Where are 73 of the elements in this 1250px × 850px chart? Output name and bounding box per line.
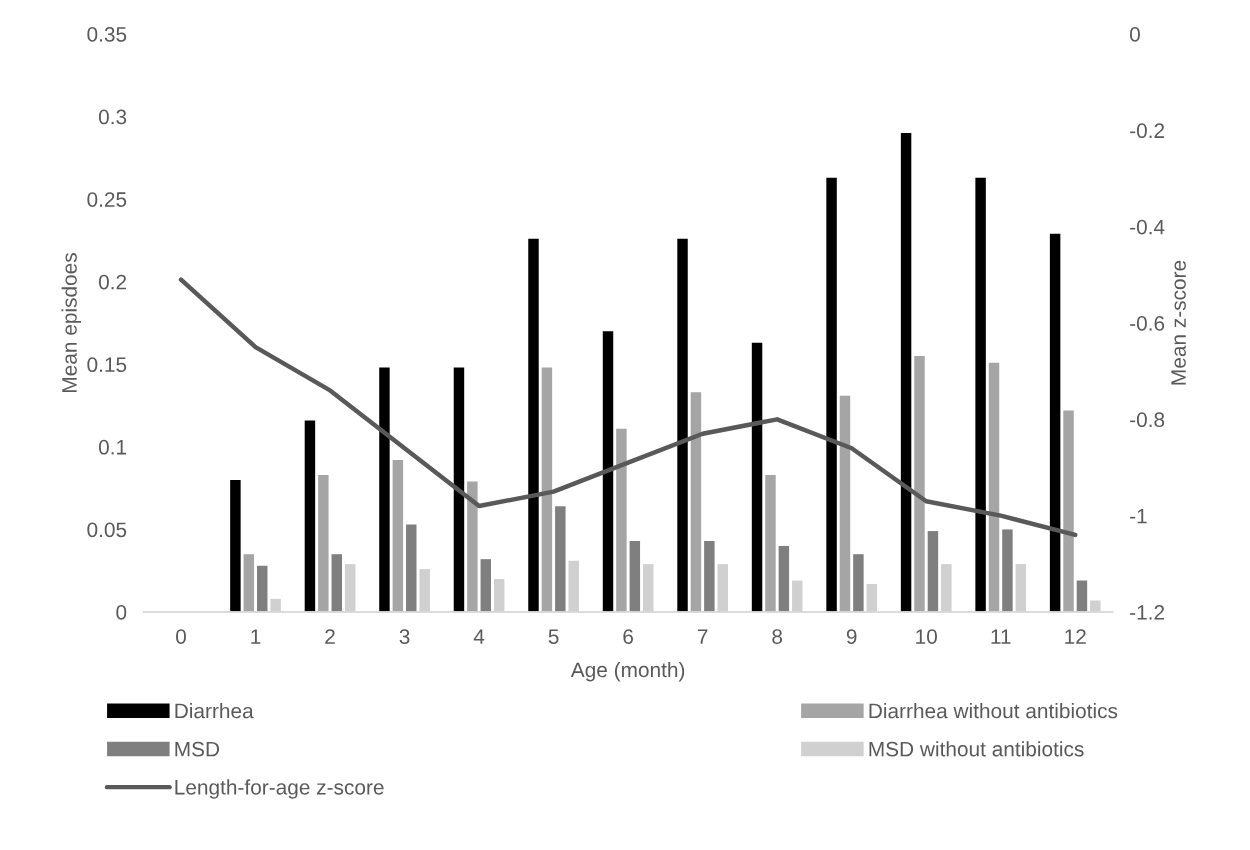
bar	[257, 565, 268, 612]
bar	[528, 238, 539, 612]
y2-tick-label: -0.8	[1130, 412, 1165, 428]
bar	[541, 367, 553, 612]
x-tick-label: 7	[697, 629, 708, 644]
legend-label: Length-for-age z-score	[175, 779, 384, 799]
y2-tick-label: 0	[1129, 27, 1140, 42]
y2-tick-label: -0.2	[1130, 123, 1165, 139]
x-tick-label: 2	[325, 629, 335, 644]
x-tick-label: 9	[846, 629, 857, 644]
x-tick-label: 5	[548, 629, 559, 644]
bar	[988, 362, 1000, 612]
y-tick-label: 0	[116, 605, 127, 620]
y-tick-label: 0.3	[98, 109, 127, 125]
legend-label: Diarrhea	[175, 703, 254, 719]
bar	[914, 356, 925, 612]
bar	[467, 481, 478, 612]
line-series	[178, 277, 1078, 538]
x-tick-label: 8	[772, 629, 783, 644]
bar	[406, 524, 417, 612]
bar	[751, 342, 763, 612]
y2-tick-label: -1.2	[1130, 605, 1165, 620]
bar	[230, 479, 241, 612]
bar	[1002, 529, 1013, 612]
bar	[1063, 410, 1074, 612]
bar	[927, 531, 939, 612]
bar	[677, 238, 688, 612]
x-tick-label: 10	[916, 629, 937, 644]
bar	[704, 540, 715, 612]
x-tick-label: 6	[623, 629, 633, 644]
bar	[765, 474, 776, 612]
bar	[629, 540, 641, 612]
y-axis-title: Mean episdoes	[61, 253, 81, 392]
bar	[778, 545, 790, 612]
bar	[1076, 580, 1088, 612]
bar	[975, 177, 986, 612]
legend-label: MSD	[175, 741, 220, 757]
bar	[555, 506, 566, 612]
y-tick-label: 0.05	[87, 522, 127, 538]
y-tick-label: 0.15	[87, 357, 127, 373]
y2-tick-label: -0.4	[1130, 219, 1165, 235]
legend-label: Diarrhea without antibiotics	[869, 703, 1118, 719]
legend-label: MSD without antibiotics	[869, 741, 1084, 757]
bar	[602, 331, 614, 612]
x-tick-label: 3	[399, 629, 410, 644]
x-tick-label: 0	[176, 629, 186, 644]
bar	[331, 554, 342, 612]
bar	[304, 420, 316, 612]
bar	[900, 133, 912, 612]
bar	[453, 367, 465, 612]
y-tick-label: 0.2	[98, 274, 127, 290]
bar	[690, 392, 702, 612]
x-tick-label: 12	[1065, 629, 1086, 644]
bar	[839, 395, 851, 612]
y-tick-label: 0.35	[87, 27, 127, 42]
bar	[826, 177, 837, 612]
x-tick-label: 4	[473, 629, 485, 644]
y2-tick-label: -0.6	[1130, 316, 1165, 331]
bar	[480, 559, 492, 612]
bar	[243, 554, 255, 612]
bar	[616, 428, 627, 612]
bar	[392, 460, 404, 612]
bar	[1049, 233, 1061, 612]
y2-axis-title: Mean z-score	[1171, 260, 1186, 385]
y2-tick-label: -1	[1130, 508, 1147, 524]
y-tick-label: 0.1	[98, 439, 127, 455]
y-tick-label: 0.25	[87, 192, 127, 207]
x-axis-title: Age (month)	[570, 661, 685, 682]
x-tick-label: 11	[991, 629, 1011, 644]
bar	[379, 367, 390, 612]
bar	[853, 554, 864, 612]
x-tick-label: 1	[251, 629, 261, 644]
bar	[318, 474, 329, 612]
